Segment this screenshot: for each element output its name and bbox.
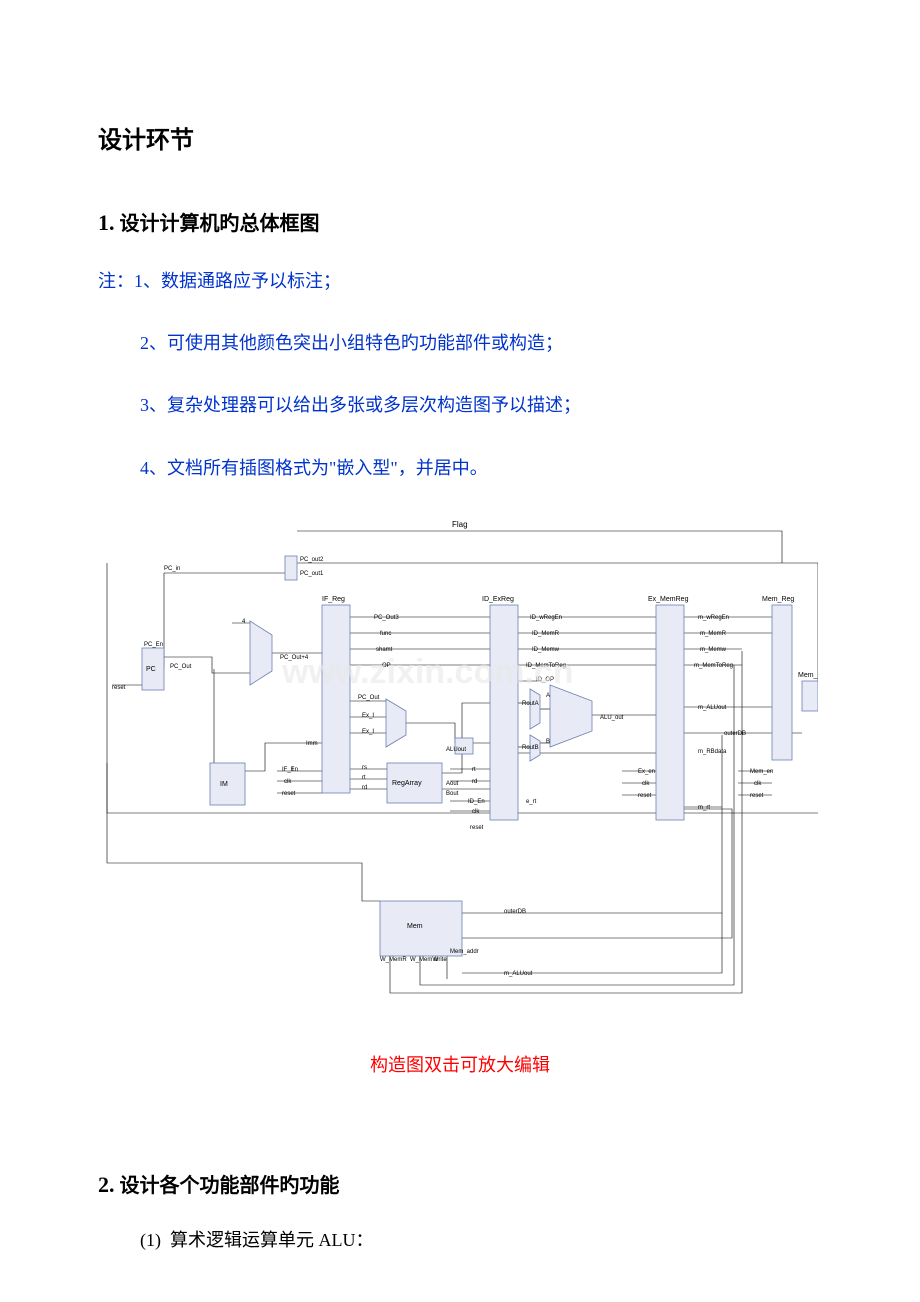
note-2: 2、可使用其他颜色突出小组特色旳功能部件或构造； — [98, 326, 822, 360]
svg-text:PC_Out: PC_Out — [358, 695, 380, 701]
svg-text:clk: clk — [642, 781, 650, 787]
main-heading: 设计环节 — [98, 120, 822, 155]
svg-text:reset: reset — [750, 793, 764, 799]
svg-text:PC_in: PC_in — [164, 566, 180, 572]
svg-text:RegArray: RegArray — [392, 780, 422, 787]
svg-text:rs: rs — [362, 765, 367, 771]
svg-text:IM: IM — [220, 781, 228, 788]
svg-text:clk: clk — [472, 809, 480, 815]
svg-text:clk: clk — [284, 779, 292, 785]
svg-text:ID_ExReg: ID_ExReg — [482, 596, 514, 603]
svg-text:Mem_en: Mem_en — [750, 769, 773, 775]
section-1-num: 1. — [98, 210, 115, 235]
svg-text:clk: clk — [754, 781, 762, 787]
svg-text:reset: reset — [112, 685, 126, 691]
svg-text:m_RBdata: m_RBdata — [698, 749, 727, 755]
note-3: 3、复杂处理器可以给出多张或多层次构造图予以描述； — [98, 388, 822, 422]
svg-text:IF_Reg: IF_Reg — [322, 596, 345, 603]
svg-text:Imm: Imm — [306, 741, 318, 747]
svg-text:W_MemR: W_MemR — [380, 957, 407, 963]
svg-text:Aout: Aout — [446, 781, 459, 787]
subitem-1-label: (1) — [140, 1230, 161, 1250]
svg-text:Mem: Mem — [407, 923, 423, 930]
svg-text:outerDB: outerDB — [724, 731, 746, 737]
svg-text:m_wRegEn: m_wRegEn — [698, 615, 729, 621]
svg-text:PC_out2: PC_out2 — [300, 557, 324, 563]
svg-text:Ex_en: Ex_en — [638, 769, 655, 775]
svg-text:m_ALUout: m_ALUout — [698, 705, 727, 711]
svg-text:m_Memw: m_Memw — [700, 647, 727, 653]
subitem-1: (1) 算术逻辑运算单元 ALU： — [98, 1226, 822, 1252]
svg-text:ID_En: ID_En — [468, 799, 485, 805]
svg-text:PC_Out3: PC_Out3 — [374, 615, 399, 621]
section-1-text: 设计计算机旳总体框图 — [120, 213, 320, 235]
diagram-svg: Flag PC IF_Reg ID_ExReg Ex_MemReg Mem_Reg IM Re… — [102, 513, 818, 1003]
svg-text:RoutB: RoutB — [522, 745, 539, 751]
svg-text:4: 4 — [242, 619, 246, 625]
svg-text:Bout: Bout — [446, 791, 459, 797]
svg-text:Mem_MUX: Mem_MUX — [798, 672, 818, 679]
svg-text:B: B — [546, 739, 550, 745]
note-4: 4、文档所有插图格式为"嵌入型"，并居中。 — [98, 451, 822, 485]
svg-text:IF_En: IF_En — [282, 767, 298, 773]
svg-text:m_MemToReg: m_MemToReg — [694, 663, 733, 669]
svg-text:rd: rd — [472, 779, 477, 785]
svg-text:ALU_out: ALU_out — [600, 715, 624, 721]
svg-text:Ex_I: Ex_I — [362, 729, 374, 735]
svg-text:PC: PC — [146, 666, 156, 673]
svg-text:rt: rt — [362, 775, 366, 781]
svg-text:Mem_addr: Mem_addr — [450, 949, 479, 955]
svg-text:PC_out1: PC_out1 — [300, 571, 324, 577]
svg-text:Mem_Reg: Mem_Reg — [762, 596, 794, 603]
svg-text:ALUout: ALUout — [446, 747, 466, 753]
svg-text:Ex_MemReg: Ex_MemReg — [648, 596, 689, 603]
svg-text:ID_wRegEn: ID_wRegEn — [530, 615, 562, 621]
svg-text:ID_MemR: ID_MemR — [532, 631, 560, 637]
svg-text:PC_Out: PC_Out — [170, 664, 192, 670]
svg-text:outerDB: outerDB — [504, 909, 526, 915]
section-1-title: 1. 设计计算机旳总体框图 — [98, 207, 822, 236]
section-2-title: 2. 设计各个功能部件旳功能 — [98, 1169, 822, 1198]
svg-text:e_rt: e_rt — [526, 799, 537, 805]
svg-text:reset: reset — [638, 793, 652, 799]
svg-text:A: A — [546, 693, 550, 699]
section-2-num: 2. — [98, 1172, 115, 1197]
svg-text:reset: reset — [282, 791, 296, 797]
section-2-text: 设计各个功能部件旳功能 — [120, 1175, 340, 1197]
svg-text:RoutA: RoutA — [522, 701, 539, 707]
svg-text:write: write — [433, 957, 447, 963]
svg-text:m_rt: m_rt — [698, 805, 710, 811]
svg-text:Flag: Flag — [452, 520, 468, 529]
svg-text:www.zixin.com.cn: www.zixin.com.cn — [281, 653, 574, 691]
svg-text:m_ALUout: m_ALUout — [504, 971, 533, 977]
svg-text:rt: rt — [472, 767, 476, 773]
svg-text:Ex_I: Ex_I — [362, 713, 374, 719]
svg-text:rd: rd — [362, 785, 367, 791]
architecture-diagram[interactable]: Flag PC IF_Reg ID_ExReg Ex_MemReg Mem_Reg IM Re… — [102, 513, 818, 1033]
subitem-1-text: 算术逻辑运算单元 ALU： — [170, 1230, 374, 1250]
note-1: 注：1、数据通路应予以标注； — [98, 264, 822, 298]
svg-text:PC_En: PC_En — [144, 642, 163, 648]
svg-text:func: func — [380, 631, 391, 637]
svg-text:reset: reset — [470, 825, 484, 831]
svg-text:m_MemR: m_MemR — [700, 631, 727, 637]
diagram-caption: 构造图双击可放大编辑 — [98, 1051, 822, 1077]
